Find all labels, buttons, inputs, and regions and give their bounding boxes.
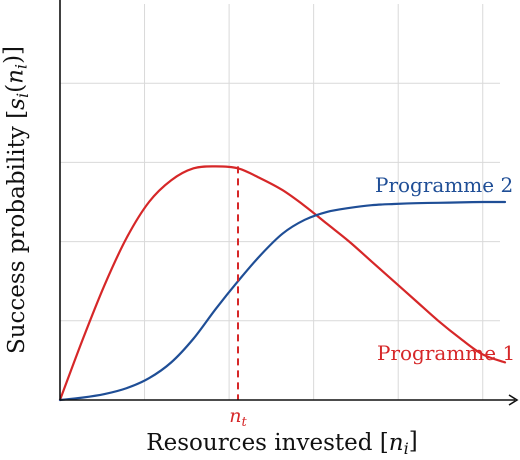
x-axis-title: Resources invested [ni]	[146, 428, 417, 458]
axes	[59, 0, 519, 406]
chart-labels: nt Programme 2 Programme 1 Resources invest…	[1, 46, 516, 458]
series-line-programme-1	[58, 165, 507, 402]
series-line-programme-2	[58, 200, 507, 402]
series-label-programme-1: Programme 1	[377, 341, 515, 365]
threshold-label: nt	[229, 405, 247, 430]
chart-marks	[58, 165, 507, 402]
x-axis-arrowhead	[508, 394, 519, 406]
y-axis-title: Success probability [si(ni)]	[1, 46, 32, 354]
series-label-programme-2: Programme 2	[375, 173, 513, 197]
